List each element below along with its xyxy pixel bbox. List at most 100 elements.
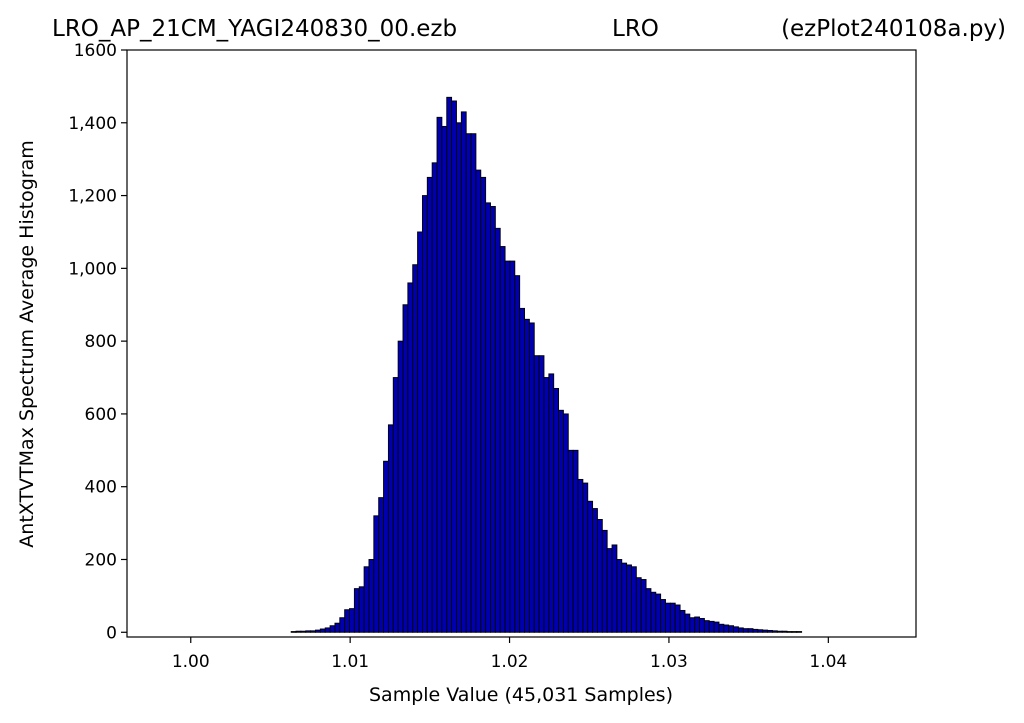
histogram-bar — [436, 116, 443, 633]
histogram-bar — [426, 176, 433, 633]
histogram-bar — [528, 322, 535, 633]
histogram-bar — [611, 544, 618, 633]
x-tick-label: 1.04 — [809, 652, 847, 672]
histogram-bar — [587, 500, 594, 633]
y-axis-label: AntXTVTMax Spectrum Average Histogram — [16, 140, 38, 547]
histogram-bar — [635, 577, 642, 633]
histogram-bar — [519, 307, 525, 633]
histogram-bar — [674, 604, 681, 633]
y-tick-label: 600 — [85, 405, 117, 425]
histogram-bar — [621, 562, 628, 633]
histogram-bar — [397, 340, 404, 633]
histogram-bar — [538, 355, 545, 633]
histogram-bar — [577, 478, 584, 633]
histogram-bar — [402, 304, 409, 633]
histogram-bar — [718, 623, 725, 633]
x-tick-label: 1.01 — [331, 652, 369, 672]
histogram-bar — [300, 630, 307, 633]
histogram-bar — [315, 629, 321, 633]
histogram-bar — [665, 602, 671, 633]
histogram-bar — [796, 631, 803, 633]
histogram-bar — [392, 377, 399, 633]
histogram-bar — [655, 593, 662, 633]
histogram-bar — [460, 111, 467, 633]
x-tick-label: 1.03 — [650, 652, 688, 672]
histogram-bar — [747, 628, 754, 633]
histogram-bar — [752, 628, 759, 633]
y-tick-label: 1,200 — [68, 187, 117, 207]
histogram-bar — [631, 566, 637, 633]
histogram-bar — [431, 162, 438, 633]
histogram-bar — [407, 282, 414, 633]
histogram-bar — [733, 626, 739, 633]
y-tick-label: 0 — [106, 623, 117, 643]
histogram-bar — [524, 318, 530, 633]
histogram-bar — [383, 460, 389, 633]
y-tick-label: 1600 — [74, 41, 117, 61]
histogram-bar — [723, 624, 730, 633]
histogram-bar — [339, 617, 346, 633]
histogram-bar — [475, 169, 482, 633]
histogram-bar — [601, 529, 608, 633]
histogram-bar — [421, 195, 428, 633]
histogram-bar — [767, 630, 773, 633]
histogram-bars — [290, 96, 803, 633]
histogram-bar — [548, 373, 555, 633]
histogram-bar — [616, 559, 623, 633]
histogram-bar — [543, 377, 550, 633]
chart-title-station: LRO — [612, 16, 659, 42]
histogram-bar — [781, 630, 788, 633]
histogram-bar — [490, 206, 496, 633]
histogram-bar — [757, 629, 764, 633]
histogram-bar — [728, 625, 735, 633]
histogram-bar — [776, 630, 783, 633]
histogram-bar — [387, 424, 394, 633]
histogram-bar — [353, 588, 360, 633]
histogram-bar — [417, 231, 423, 633]
histogram-bar — [699, 617, 705, 633]
histogram-bar — [485, 202, 491, 633]
y-tick-label: 1,000 — [68, 259, 117, 279]
histogram-bar — [412, 264, 419, 633]
histogram-bar — [334, 622, 341, 633]
histogram-bar — [368, 559, 375, 633]
x-tick-label: 1.00 — [172, 652, 210, 672]
histogram-bar — [650, 591, 657, 633]
y-tick-label: 800 — [85, 332, 117, 352]
histogram-bar — [446, 96, 453, 633]
histogram-bar — [509, 260, 516, 633]
histogram-bar — [349, 608, 355, 633]
histogram-bar — [344, 609, 350, 633]
y-tick-label: 400 — [85, 478, 117, 498]
histogram-bar — [499, 246, 506, 633]
histogram-bar — [319, 628, 326, 633]
histogram-bar — [373, 515, 380, 633]
histogram-bar — [606, 548, 613, 633]
histogram-bar — [480, 176, 487, 633]
histogram-bar — [358, 586, 365, 633]
histogram-bar — [786, 631, 793, 633]
histogram-bar — [660, 599, 666, 633]
histogram-bar — [567, 449, 574, 633]
histogram-bar — [684, 613, 691, 633]
histogram-bar — [713, 621, 720, 633]
histogram-bar — [582, 482, 589, 633]
y-tick-label: 200 — [85, 550, 117, 570]
histogram-bar — [703, 620, 710, 633]
histogram-bar — [597, 519, 603, 633]
histogram-bar — [504, 260, 511, 633]
histogram-bar — [295, 630, 302, 633]
histogram-bar — [762, 629, 769, 633]
histogram-bar — [572, 449, 579, 633]
histogram-bar — [465, 133, 472, 633]
histogram-bar — [679, 609, 686, 633]
histogram-bar — [456, 122, 462, 633]
histogram-bar — [329, 625, 336, 633]
histogram-bar — [640, 579, 647, 633]
histogram-bar — [363, 566, 370, 633]
x-axis-label: Sample Value (45,031 Samples) — [369, 684, 673, 706]
x-tick-label: 1.02 — [491, 652, 529, 672]
histogram-bar — [592, 508, 598, 633]
histogram-bar — [626, 564, 632, 633]
histogram-bar — [558, 409, 564, 633]
